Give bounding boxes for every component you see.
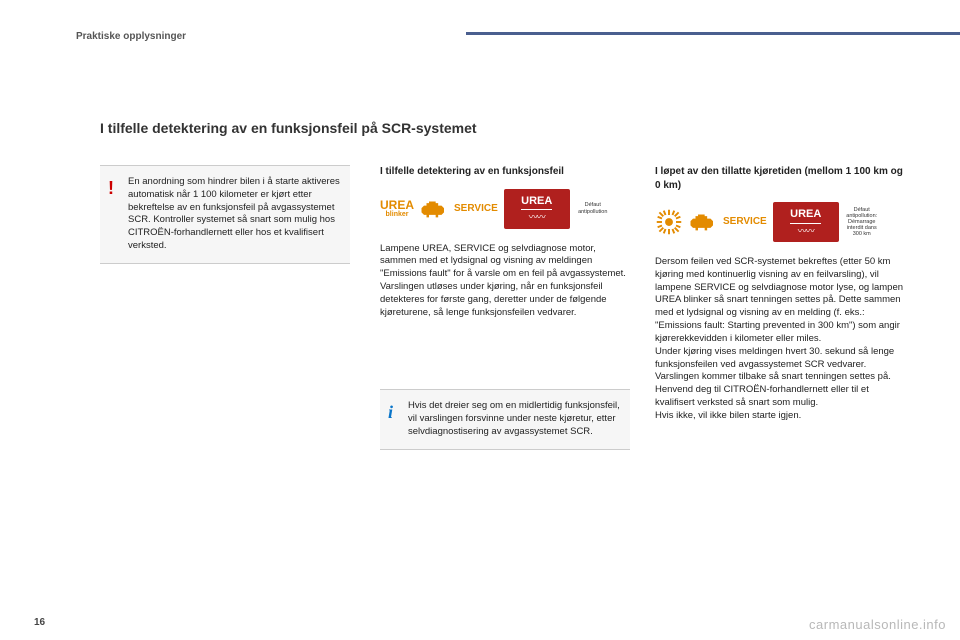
info-icon: i bbox=[388, 400, 393, 424]
column-right: I løpet av den tillatte kjøretiden (mell… bbox=[655, 165, 905, 429]
col2-heading: I tilfelle detektering av en funksjonsfe… bbox=[380, 165, 630, 179]
warning-box: ! En anordning som hindrer bilen i å sta… bbox=[100, 165, 350, 264]
header-category: Praktiske opplysninger bbox=[76, 31, 186, 42]
service-label: SERVICE bbox=[454, 202, 498, 216]
urea-badge: UREA 〰〰 bbox=[504, 189, 570, 229]
info-text: Hvis det dreier seg om en midlertidig fu… bbox=[408, 400, 620, 437]
col3-body-text: Dersom feilen ved SCR-systemet bekreftes… bbox=[655, 256, 905, 423]
column-middle: I tilfelle detektering av en funksjonsfe… bbox=[380, 165, 630, 450]
info-box: i Hvis det dreier seg om en midlertidig … bbox=[380, 389, 630, 449]
badge-wave-icon: 〰〰 bbox=[529, 211, 545, 223]
badge-side-text: Défaut antipollution bbox=[573, 202, 613, 214]
col2-icon-row: UREA blinker SERVICE UREA 〰〰 Défaut anti… bbox=[380, 189, 630, 229]
col2-body: Lampene UREA, SERVICE og selvdiagnose mo… bbox=[380, 243, 630, 320]
badge-side-text: Défaut antipollution: Démarrage interdit… bbox=[842, 207, 882, 237]
badge-urea-text: UREA bbox=[790, 207, 821, 224]
col3-body: Dersom feilen ved SCR-systemet bekreftes… bbox=[655, 256, 905, 423]
engine-icon bbox=[689, 212, 717, 232]
page-header: Praktiske opplysninger bbox=[76, 26, 960, 40]
badge-urea-text: UREA bbox=[521, 194, 552, 211]
urea-badge-group: UREA 〰〰 Défaut antipollution bbox=[504, 189, 613, 229]
urea-badge-group: UREA 〰〰 Défaut antipollution: Démarrage … bbox=[773, 202, 882, 242]
service-label: SERVICE bbox=[723, 215, 767, 229]
sunburst-icon bbox=[655, 208, 683, 236]
urea-word: UREA bbox=[380, 198, 414, 212]
section-title: I tilfelle detektering av en funksjonsfe… bbox=[100, 120, 477, 136]
urea-sub: blinker bbox=[380, 211, 414, 218]
col2-body-text: Lampene UREA, SERVICE og selvdiagnose mo… bbox=[380, 243, 630, 320]
page-number: 16 bbox=[34, 617, 45, 628]
column-left: ! En anordning som hindrer bilen i å sta… bbox=[100, 165, 350, 264]
col3-icon-row: SERVICE UREA 〰〰 Défaut antipollution: Dé… bbox=[655, 202, 905, 242]
badge-wave-icon: 〰〰 bbox=[798, 225, 814, 237]
urea-label-icon: UREA blinker bbox=[380, 199, 414, 218]
watermark: carmanualsonline.info bbox=[809, 617, 946, 632]
urea-badge: UREA 〰〰 bbox=[773, 202, 839, 242]
warning-text: En anordning som hindrer bilen i å start… bbox=[128, 176, 340, 251]
engine-icon bbox=[420, 199, 448, 219]
header-rule bbox=[466, 32, 960, 35]
col3-heading: I løpet av den tillatte kjøretiden (mell… bbox=[655, 165, 905, 192]
exclamation-icon: ! bbox=[108, 176, 114, 200]
